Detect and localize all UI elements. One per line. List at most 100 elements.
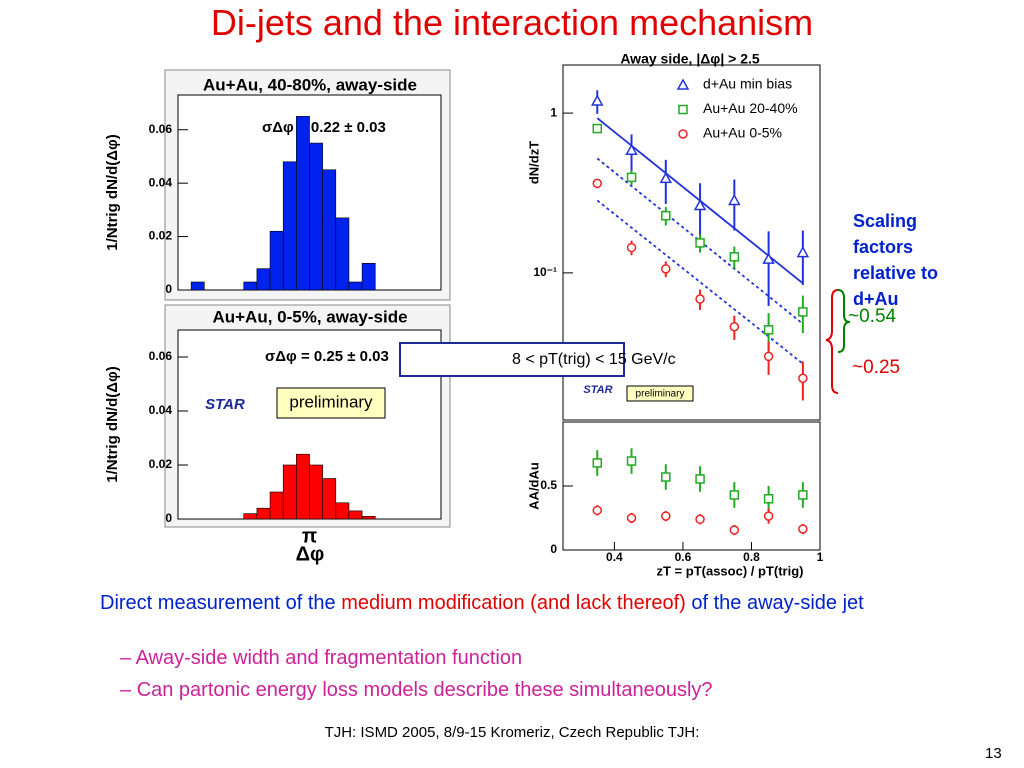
bullet-text: Direct measurement of the xyxy=(100,592,342,614)
sub-bullet-text: Away-side width and fragmentation functi… xyxy=(135,647,523,669)
bullet-text: medium modification (and lack thereof) xyxy=(341,592,686,614)
bar xyxy=(322,169,337,291)
sub-bullet: – Away-side width and fragmentation func… xyxy=(120,647,523,669)
point xyxy=(693,198,707,211)
point xyxy=(592,178,603,189)
point xyxy=(659,171,673,184)
point xyxy=(592,458,603,468)
bar xyxy=(243,513,258,520)
chart-title: Au+Au, 0-5%, away-side xyxy=(212,307,407,326)
x-tick-label: 0.4 xyxy=(606,550,623,564)
point xyxy=(626,172,637,183)
sub-bullet: – Can partonic energy loss models descri… xyxy=(120,679,713,701)
label: STAR xyxy=(205,396,245,413)
label-box xyxy=(276,387,386,419)
point xyxy=(798,524,808,534)
sub-bullet-text: Can partonic energy loss models describe… xyxy=(136,679,713,701)
bar xyxy=(335,217,350,291)
bar xyxy=(322,478,337,520)
footer: TJH: ISMD 2005, 8/9-15 Kromeriz, Czech R… xyxy=(324,724,700,741)
bar xyxy=(296,116,310,291)
point xyxy=(763,351,774,362)
point xyxy=(798,307,808,317)
y-tick-label: 0.02 xyxy=(149,457,173,471)
point xyxy=(626,242,637,253)
bar xyxy=(256,507,271,520)
label-box xyxy=(399,342,625,377)
bar xyxy=(282,161,297,291)
point xyxy=(729,322,740,332)
point xyxy=(592,123,603,134)
point xyxy=(762,252,775,264)
legend-label: d+Au min bias xyxy=(703,76,792,92)
x-tick-label: 1 xyxy=(817,550,824,564)
point xyxy=(798,490,808,500)
label-box xyxy=(626,385,694,402)
bullet-text: of the away-side jet xyxy=(685,592,864,614)
point xyxy=(763,511,774,521)
point xyxy=(729,525,740,535)
legend-label: Au+Au 0-5% xyxy=(703,125,782,141)
bar xyxy=(361,262,376,291)
point xyxy=(625,143,638,156)
point xyxy=(695,294,705,304)
label: STAR xyxy=(583,384,612,396)
brace xyxy=(837,289,851,353)
point xyxy=(729,252,740,262)
y-axis-label: AA/dAu xyxy=(526,462,541,510)
chart-title: Au+Au, 40-80%, away-side xyxy=(203,75,417,94)
annotation: σΔφ = 0.22 ± 0.03 xyxy=(262,119,386,136)
bar xyxy=(309,464,323,520)
legend-marker xyxy=(678,104,688,115)
y-tick-label: 0.06 xyxy=(149,122,173,136)
point xyxy=(729,490,740,500)
annotation: σΔφ = 0.25 ± 0.03 xyxy=(265,348,389,365)
label: 8 < pT(trig) < 15 GeV/c xyxy=(512,351,676,368)
page-number: 13 xyxy=(985,745,1002,762)
y-axis-label: 1/Ntrig dN/d(Δφ) xyxy=(104,134,121,251)
factor: ~0.54 xyxy=(848,306,897,327)
bar xyxy=(348,281,363,291)
y-tick-label: 0.5 xyxy=(540,478,557,492)
point xyxy=(590,94,604,106)
y-axis-label: dN/dzT xyxy=(526,141,541,184)
bar xyxy=(256,268,271,291)
y-tick-label: 0 xyxy=(165,282,172,296)
point xyxy=(763,325,774,335)
bar xyxy=(269,230,284,291)
point xyxy=(695,514,705,525)
chart-title: Away side, |Δφ| > 2.5 xyxy=(620,51,760,67)
bar xyxy=(361,515,376,520)
label: preliminary xyxy=(289,392,373,411)
point xyxy=(728,193,741,206)
legend-label: Au+Au 20-40% xyxy=(703,100,798,116)
point xyxy=(763,494,774,504)
point xyxy=(626,513,637,523)
bar xyxy=(296,453,310,520)
legend-marker xyxy=(678,129,688,139)
y-tick-label: 0 xyxy=(550,542,557,556)
y-tick-label: 0.02 xyxy=(149,229,173,243)
brace xyxy=(825,289,839,394)
point xyxy=(626,456,637,466)
point xyxy=(798,373,808,384)
point xyxy=(661,264,671,274)
y-tick-label: 0.04 xyxy=(149,175,173,189)
point xyxy=(695,238,705,248)
x-axis-label: zT = pT(assoc) / pT(trig) xyxy=(657,563,804,578)
y-tick-label: 1 xyxy=(550,105,557,119)
slide-title: Di-jets and the interaction mechanism xyxy=(210,2,814,43)
point xyxy=(796,246,810,258)
x-tick-label: π xyxy=(302,525,317,547)
bar xyxy=(309,142,323,291)
point xyxy=(661,472,671,482)
bar xyxy=(348,510,363,520)
point xyxy=(661,210,671,221)
side-note: Scaling factors relative to d+Au xyxy=(853,211,939,309)
bar xyxy=(282,464,297,520)
x-axis-label: Δφ xyxy=(296,543,325,565)
legend-marker xyxy=(676,78,690,90)
bullet: Direct measurement of the medium modific… xyxy=(100,590,940,616)
